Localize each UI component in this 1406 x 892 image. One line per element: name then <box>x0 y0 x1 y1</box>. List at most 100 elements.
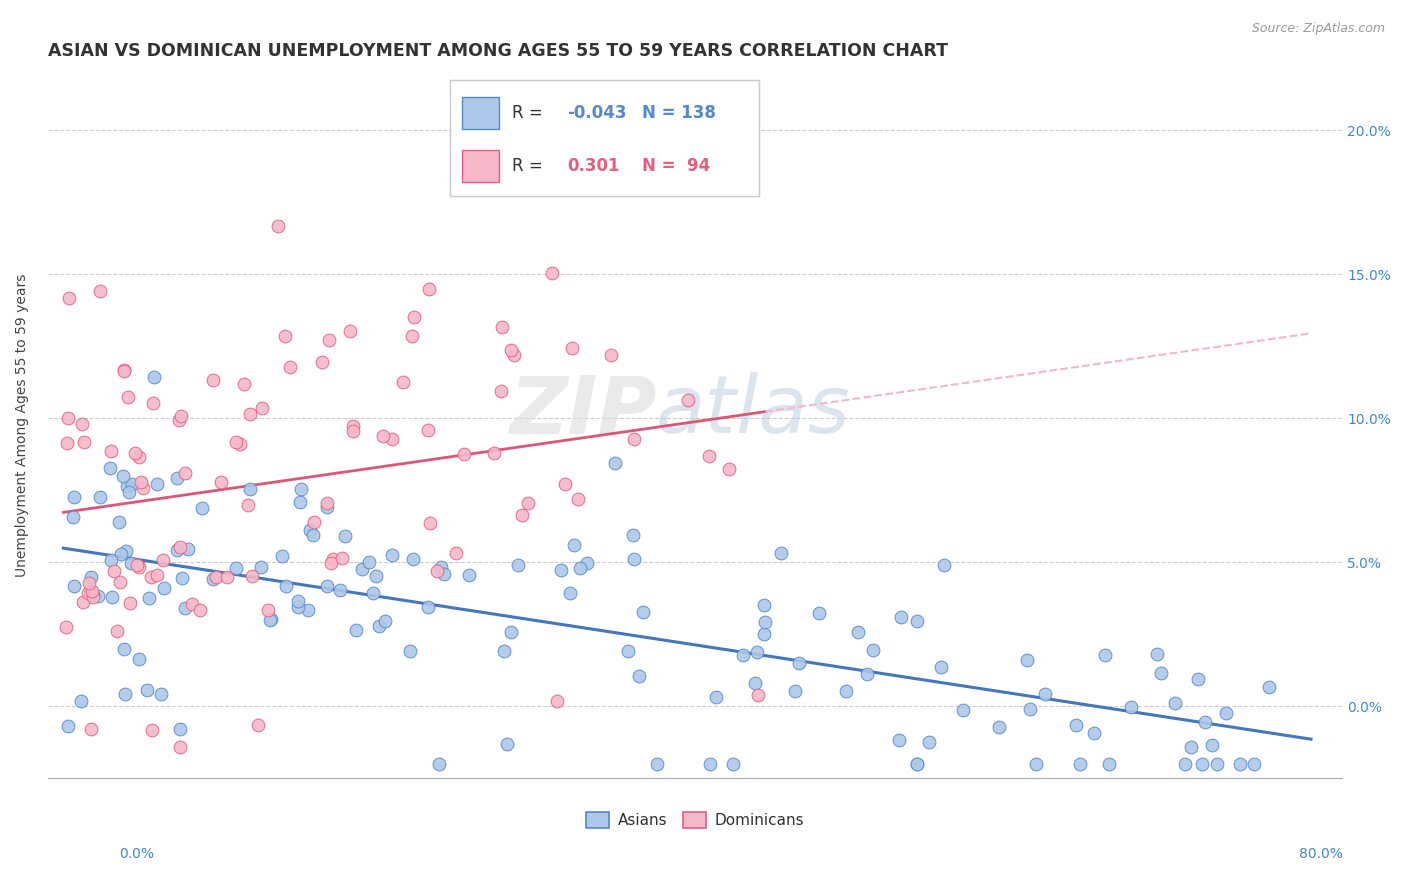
Point <box>242 569 264 583</box>
Point <box>623 551 645 566</box>
Legend: Asians, Dominicans: Asians, Dominicans <box>579 805 810 834</box>
Text: Source: ZipAtlas.com: Source: ZipAtlas.com <box>1251 22 1385 36</box>
Text: N =  94: N = 94 <box>641 157 710 175</box>
Point <box>1187 672 1209 686</box>
Point <box>631 606 654 620</box>
Point <box>344 623 367 637</box>
Point <box>239 482 262 496</box>
Point <box>426 564 449 578</box>
Point <box>111 469 134 483</box>
Point <box>124 446 146 460</box>
Point <box>330 551 353 566</box>
Point <box>79 585 101 599</box>
Point <box>101 590 124 604</box>
Point <box>115 543 138 558</box>
Point <box>87 589 110 603</box>
Point <box>79 576 101 591</box>
Point <box>238 498 260 512</box>
Point <box>359 555 381 569</box>
Point <box>1215 706 1237 720</box>
Point <box>918 735 941 749</box>
Point <box>401 329 423 343</box>
Point <box>174 601 197 615</box>
Point <box>699 756 721 771</box>
Point <box>1019 702 1042 716</box>
Point <box>58 292 80 306</box>
Point <box>339 324 361 338</box>
Point <box>453 447 475 461</box>
Point <box>561 341 583 355</box>
Point <box>361 586 384 600</box>
Point <box>697 449 720 463</box>
Point <box>80 570 103 584</box>
Point <box>89 285 111 299</box>
Text: R =: R = <box>512 103 548 121</box>
Point <box>1164 696 1187 710</box>
Point <box>510 508 533 522</box>
Point <box>259 613 281 627</box>
Point <box>266 219 288 234</box>
Point <box>329 583 352 598</box>
Text: ZIP: ZIP <box>509 372 657 450</box>
Point <box>153 581 176 595</box>
Point <box>166 543 188 558</box>
Point <box>433 567 456 582</box>
Point <box>138 591 160 605</box>
Point <box>121 477 143 491</box>
Point <box>80 722 103 736</box>
Point <box>499 343 522 357</box>
Point <box>316 500 339 514</box>
Point <box>623 432 645 446</box>
Point <box>228 437 250 451</box>
Point <box>1180 740 1202 755</box>
Point <box>494 644 516 658</box>
Point <box>318 333 340 347</box>
Point <box>169 739 191 754</box>
Point <box>617 644 640 658</box>
Point <box>392 375 415 389</box>
Point <box>143 370 166 384</box>
Point <box>115 479 138 493</box>
Point <box>70 417 93 432</box>
Point <box>887 733 910 747</box>
Point <box>290 482 312 496</box>
Point <box>366 569 388 583</box>
Point <box>808 606 831 620</box>
Bar <box>463 150 499 182</box>
Point <box>603 456 626 470</box>
Point <box>952 703 974 717</box>
Point <box>169 412 191 426</box>
Point <box>560 586 582 600</box>
Point <box>201 373 224 387</box>
Point <box>416 423 439 437</box>
Point <box>321 557 343 571</box>
Point <box>225 435 247 450</box>
Point <box>110 547 132 561</box>
Point <box>371 429 394 443</box>
Point <box>499 624 522 639</box>
Point <box>482 446 505 460</box>
Point <box>342 424 364 438</box>
Point <box>770 546 793 560</box>
Point <box>100 553 122 567</box>
Point <box>131 481 153 495</box>
Point <box>112 363 135 377</box>
Point <box>166 471 188 485</box>
Point <box>783 684 806 698</box>
Point <box>209 475 232 489</box>
Point <box>315 579 337 593</box>
Point <box>191 501 214 516</box>
Point <box>232 377 254 392</box>
Point <box>418 282 440 296</box>
Point <box>1146 647 1168 661</box>
Point <box>287 599 309 614</box>
Point <box>1206 756 1229 771</box>
Point <box>367 619 389 633</box>
Point <box>152 552 174 566</box>
Point <box>120 556 142 570</box>
Point <box>495 737 517 751</box>
Point <box>98 461 121 475</box>
Point <box>503 348 526 362</box>
Point <box>250 560 273 574</box>
Point <box>1025 756 1047 771</box>
